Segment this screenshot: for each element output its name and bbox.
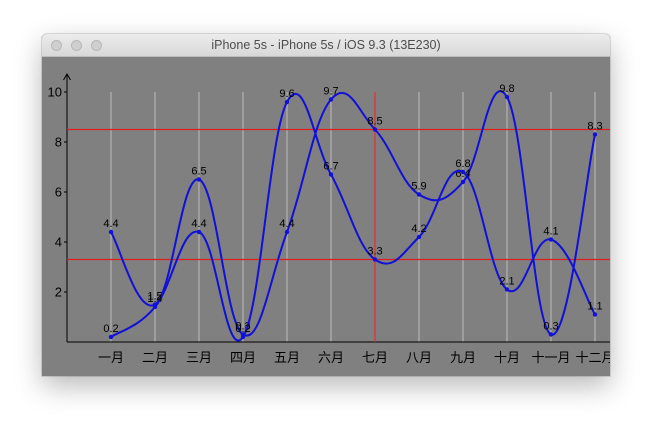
x-tick-label: 八月 bbox=[406, 350, 432, 365]
data-label: 0.2 bbox=[235, 323, 250, 335]
data-point bbox=[592, 132, 598, 137]
data-point bbox=[152, 304, 158, 310]
data-label: 5.9 bbox=[411, 181, 426, 193]
data-label: 9.8 bbox=[499, 83, 514, 95]
data-label: 6.7 bbox=[323, 161, 338, 173]
data-point bbox=[504, 94, 510, 100]
data-point bbox=[108, 229, 114, 235]
data-label: 3.3 bbox=[367, 246, 382, 258]
data-label: 4.2 bbox=[411, 223, 426, 235]
y-axis-arrow bbox=[63, 73, 71, 81]
y-tick-label: 2 bbox=[55, 285, 62, 300]
y-tick-label: 6 bbox=[55, 185, 62, 200]
data-label: 1.4 bbox=[147, 293, 162, 305]
data-point bbox=[548, 237, 554, 242]
series-line bbox=[110, 92, 596, 342]
data-label: 4.4 bbox=[279, 218, 294, 230]
data-label: 2.1 bbox=[499, 276, 514, 288]
data-label: 9.6 bbox=[279, 88, 294, 100]
data-point bbox=[460, 169, 466, 175]
data-point bbox=[328, 97, 334, 102]
data-point bbox=[460, 179, 466, 185]
zoom-button[interactable] bbox=[91, 40, 102, 51]
x-tick-label: 五月 bbox=[274, 350, 300, 365]
x-tick-label: 七月 bbox=[362, 350, 388, 365]
data-point bbox=[328, 172, 334, 177]
x-tick-label: 十一月 bbox=[531, 350, 570, 365]
data-point bbox=[548, 332, 554, 337]
data-label: 4.4 bbox=[191, 218, 206, 230]
data-label: 8.3 bbox=[587, 121, 602, 133]
title-bar[interactable]: iPhone 5s - iPhone 5s / iOS 9.3 (13E230) bbox=[42, 34, 610, 57]
data-label: 4.4 bbox=[103, 218, 118, 230]
simulator-window: iPhone 5s - iPhone 5s / iOS 9.3 (13E230)… bbox=[42, 34, 610, 376]
data-point bbox=[592, 312, 598, 317]
y-tick-label: 4 bbox=[55, 235, 62, 250]
data-point bbox=[284, 229, 290, 235]
window-title: iPhone 5s - iPhone 5s / iOS 9.3 (13E230) bbox=[211, 38, 441, 52]
data-label: 4.1 bbox=[543, 226, 558, 238]
minimize-button[interactable] bbox=[71, 40, 82, 51]
data-label: 0.2 bbox=[103, 323, 118, 335]
data-label: 8.5 bbox=[367, 116, 382, 128]
data-point bbox=[416, 234, 422, 240]
data-label: 6.8 bbox=[455, 158, 470, 170]
data-point bbox=[108, 334, 114, 340]
data-point bbox=[196, 177, 202, 182]
data-point bbox=[196, 229, 202, 235]
x-tick-label: 十二月 bbox=[575, 350, 610, 365]
series-line bbox=[110, 90, 596, 337]
data-point bbox=[284, 99, 290, 105]
data-label: 6.5 bbox=[191, 166, 206, 178]
data-point bbox=[504, 287, 510, 292]
y-tick-label: 8 bbox=[55, 135, 62, 150]
data-point bbox=[240, 334, 246, 340]
chart-container[interactable]: 2 4 6 8 10 一月 二月 三月 四月 五月 六月 七月 八月 九月 十月 十一月 十二月 4.4 1.5 6.… bbox=[42, 57, 610, 376]
data-point bbox=[372, 257, 378, 262]
x-tick-label: 十月 bbox=[494, 350, 520, 365]
data-label: 0.3 bbox=[543, 321, 558, 333]
close-button[interactable] bbox=[51, 40, 62, 51]
data-point bbox=[372, 127, 378, 132]
x-tick-label: 九月 bbox=[450, 350, 476, 365]
data-label: 9.7 bbox=[323, 86, 338, 98]
x-tick-label: 四月 bbox=[230, 350, 256, 365]
x-tick-label: 一月 bbox=[98, 350, 124, 365]
x-tick-label: 二月 bbox=[142, 350, 168, 365]
x-tick-label: 六月 bbox=[318, 350, 344, 365]
data-point bbox=[416, 192, 422, 197]
x-tick-label: 三月 bbox=[186, 350, 212, 365]
y-tick-label: 10 bbox=[48, 85, 62, 100]
data-label: 1.1 bbox=[587, 301, 602, 313]
